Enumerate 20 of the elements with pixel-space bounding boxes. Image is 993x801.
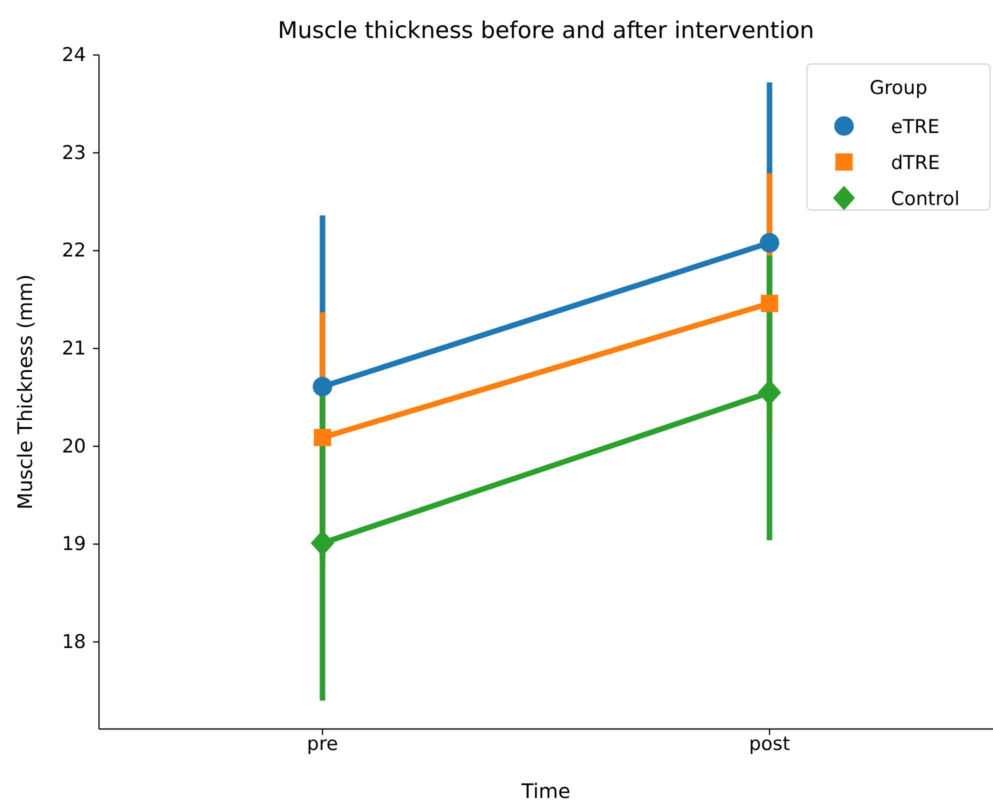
legend-title: Group	[870, 77, 928, 99]
x-tick-label: post	[748, 733, 790, 755]
y-tick-label: 23	[62, 142, 86, 164]
x-tick-label: pre	[306, 733, 338, 755]
chart-title: Muscle thickness before and after intervention	[278, 18, 814, 44]
y-tick-label: 24	[62, 44, 86, 66]
y-axis-title: Muscle Thickness (mm)	[13, 274, 37, 510]
y-tick-label: 21	[62, 338, 86, 360]
y-tick-label: 20	[62, 435, 86, 458]
point	[760, 233, 780, 253]
y-tick-label: 19	[62, 533, 86, 556]
legend-label: dTRE	[891, 152, 940, 174]
legend-label: eTRE	[891, 116, 940, 138]
point	[760, 294, 778, 312]
x-axis-title: Time	[520, 779, 570, 801]
point	[314, 428, 332, 446]
legend-label: Control	[891, 188, 960, 210]
point	[312, 376, 332, 396]
y-tick-label: 18	[62, 631, 86, 654]
y-tick-label: 22	[62, 240, 86, 262]
